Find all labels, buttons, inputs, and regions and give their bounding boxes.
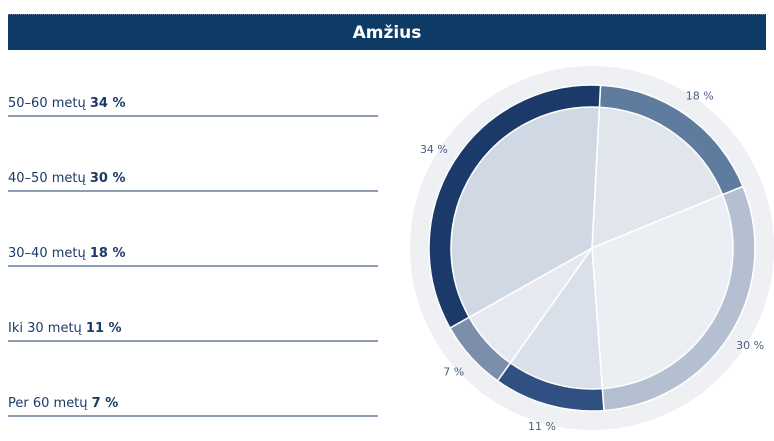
legend-label: Iki 30 metų: [8, 321, 82, 336]
legend-label: 40–50 metų: [8, 171, 86, 186]
legend-value: 30 %: [90, 171, 126, 186]
legend-entry: 30–40 metų 18 %: [8, 246, 126, 261]
legend-value: 11 %: [86, 321, 122, 336]
legend-label: 30–40 metų: [8, 246, 86, 261]
legend-entry: Per 60 metų 7 %: [8, 396, 118, 411]
legend-entry: 40–50 metų 30 %: [8, 171, 126, 186]
slice-label: 18 %: [686, 89, 714, 102]
chart-title: Amžius: [353, 23, 422, 43]
pie-slice: [509, 245, 604, 390]
slice-label: 7 %: [443, 365, 464, 378]
legend-label: Per 60 metų: [8, 396, 88, 411]
pie-slice: [591, 193, 734, 390]
slice-label: 30 %: [736, 339, 764, 352]
pie-slice: [591, 106, 724, 250]
legend-value: 18 %: [90, 246, 126, 261]
legend-entry: Iki 30 metų 11 %: [8, 321, 122, 336]
slice-label: 11 %: [528, 420, 556, 433]
legend-value: 34 %: [90, 96, 126, 111]
legend-label: 50–60 metų: [8, 96, 86, 111]
pie-slice: [450, 106, 601, 319]
slice-label: 34 %: [420, 143, 448, 156]
legend-entry: 50–60 metų 34 %: [8, 96, 126, 111]
header-bar: [8, 14, 766, 50]
legend-value: 7 %: [92, 396, 119, 411]
